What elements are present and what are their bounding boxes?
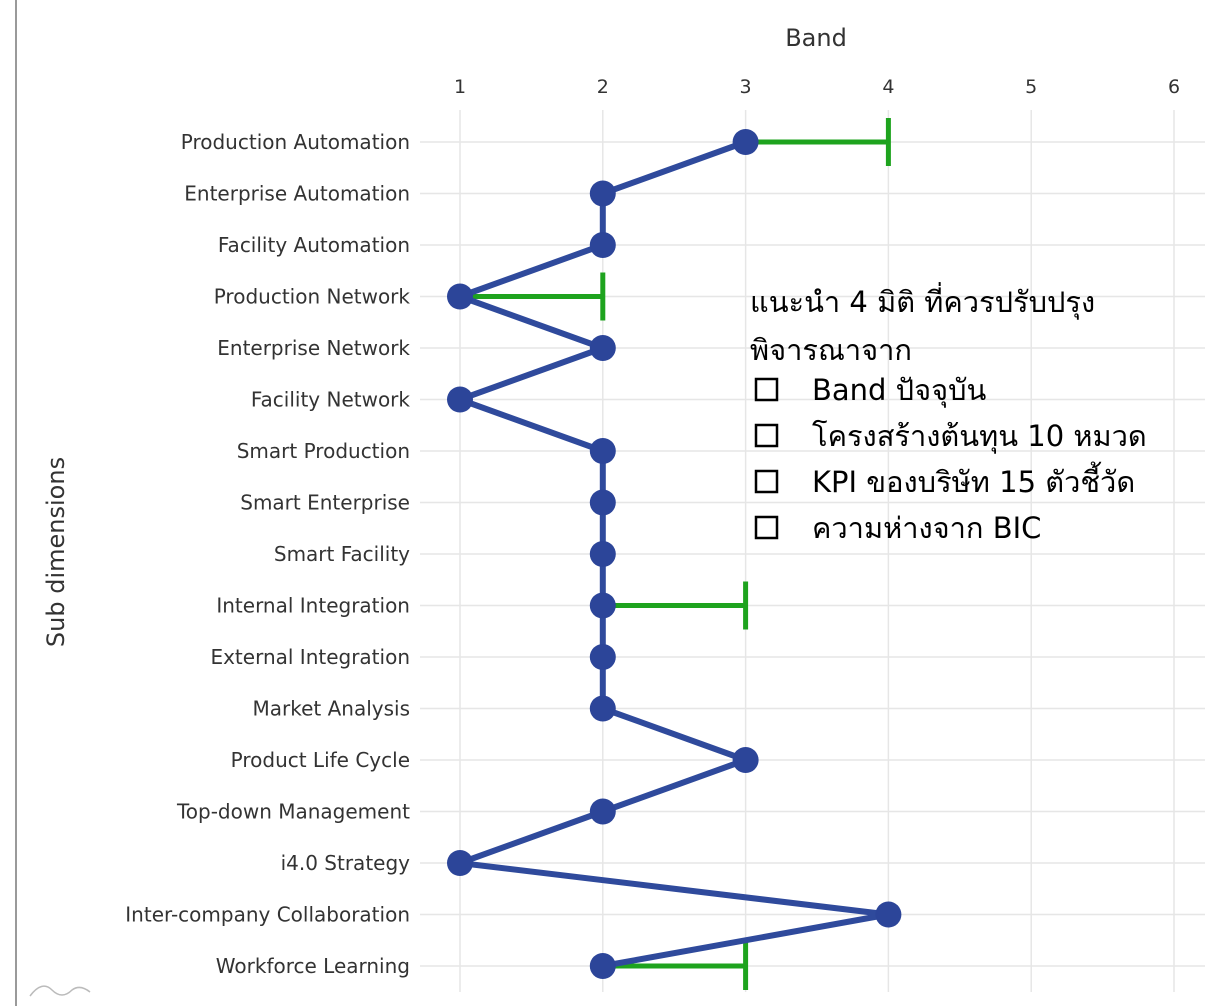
category-labels: Production Automation Enterprise Automati… [125,130,410,978]
y-tick-label: Enterprise Network [217,336,410,360]
y-tick-label: Smart Enterprise [240,491,410,515]
series [447,129,902,979]
y-tick-label: i4.0 Strategy [281,851,411,875]
annotation-bullet-2: โครงสร้างต้นทุน 10 หมวด [812,419,1147,454]
x-axis-title: Band [785,24,847,52]
data-point [589,592,616,619]
annotation-heading-1: แนะนำ 4 มิติ ที่ควรปรับปรุง [750,282,1095,320]
data-point [589,695,616,722]
y-tick-label: Smart Production [237,439,410,463]
y-tick-label: Market Analysis [252,697,410,721]
y-tick-label: Workforce Learning [216,954,410,978]
y-tick-label: Facility Network [251,388,411,412]
data-point [732,747,759,773]
data-point [447,283,473,310]
y-tick-label: External Integration [210,645,410,669]
annotation-heading-2: พิจารณาจาก [750,333,912,367]
checkbox-icon [754,515,779,540]
y-tick-label: Inter-company Collaboration [125,903,410,927]
checkbox-icon [754,377,779,402]
y-tick-label: Production Network [214,285,411,309]
data-point [447,386,473,413]
x-tick-label: 1 [454,76,466,98]
x-tick-label: 4 [882,76,894,98]
data-point [732,129,759,155]
data-point [589,489,616,516]
data-point [447,850,473,876]
x-tick-label: 6 [1168,76,1180,98]
data-point [589,953,616,979]
y-tick-label: Production Automation [181,130,410,154]
data-point [589,180,616,207]
data-point [589,335,616,361]
checkbox-icon [754,469,779,494]
gridlines [420,110,1205,992]
x-axis-ticks: 1 2 3 4 5 6 [454,76,1180,98]
data-point [589,232,616,258]
data-point [589,438,616,464]
annotation-bullet-3: KPI ของบริษัท 15 ตัวชี้วัด [812,461,1135,499]
annotation-bullet-1: Band ปัจจุบัน [812,373,986,408]
sparkline-logo-icon [29,985,91,997]
data-point [875,901,902,928]
y-axis-title: Sub dimensions [42,457,70,647]
x-tick-label: 5 [1025,76,1037,98]
y-tick-label: Product Life Cycle [231,748,410,772]
data-point [589,644,616,670]
annotation-box: แนะนำ 4 มิติ ที่ควรปรับปรุง พิจารณาจาก B… [750,282,1147,545]
data-point [589,541,616,567]
improvement-targets [460,118,891,990]
y-tick-label: Internal Integration [216,594,410,618]
data-point [589,798,616,825]
x-tick-label: 3 [740,76,752,98]
y-tick-label: Facility Automation [218,233,410,257]
checkbox-icon [754,423,779,448]
y-tick-label: Enterprise Automation [184,182,410,206]
y-tick-label: Smart Facility [274,542,410,566]
annotation-bullet-4: ความห่างจาก BIC [812,511,1041,545]
y-tick-label: Top-down Management [176,800,410,824]
x-tick-label: 2 [597,76,609,98]
